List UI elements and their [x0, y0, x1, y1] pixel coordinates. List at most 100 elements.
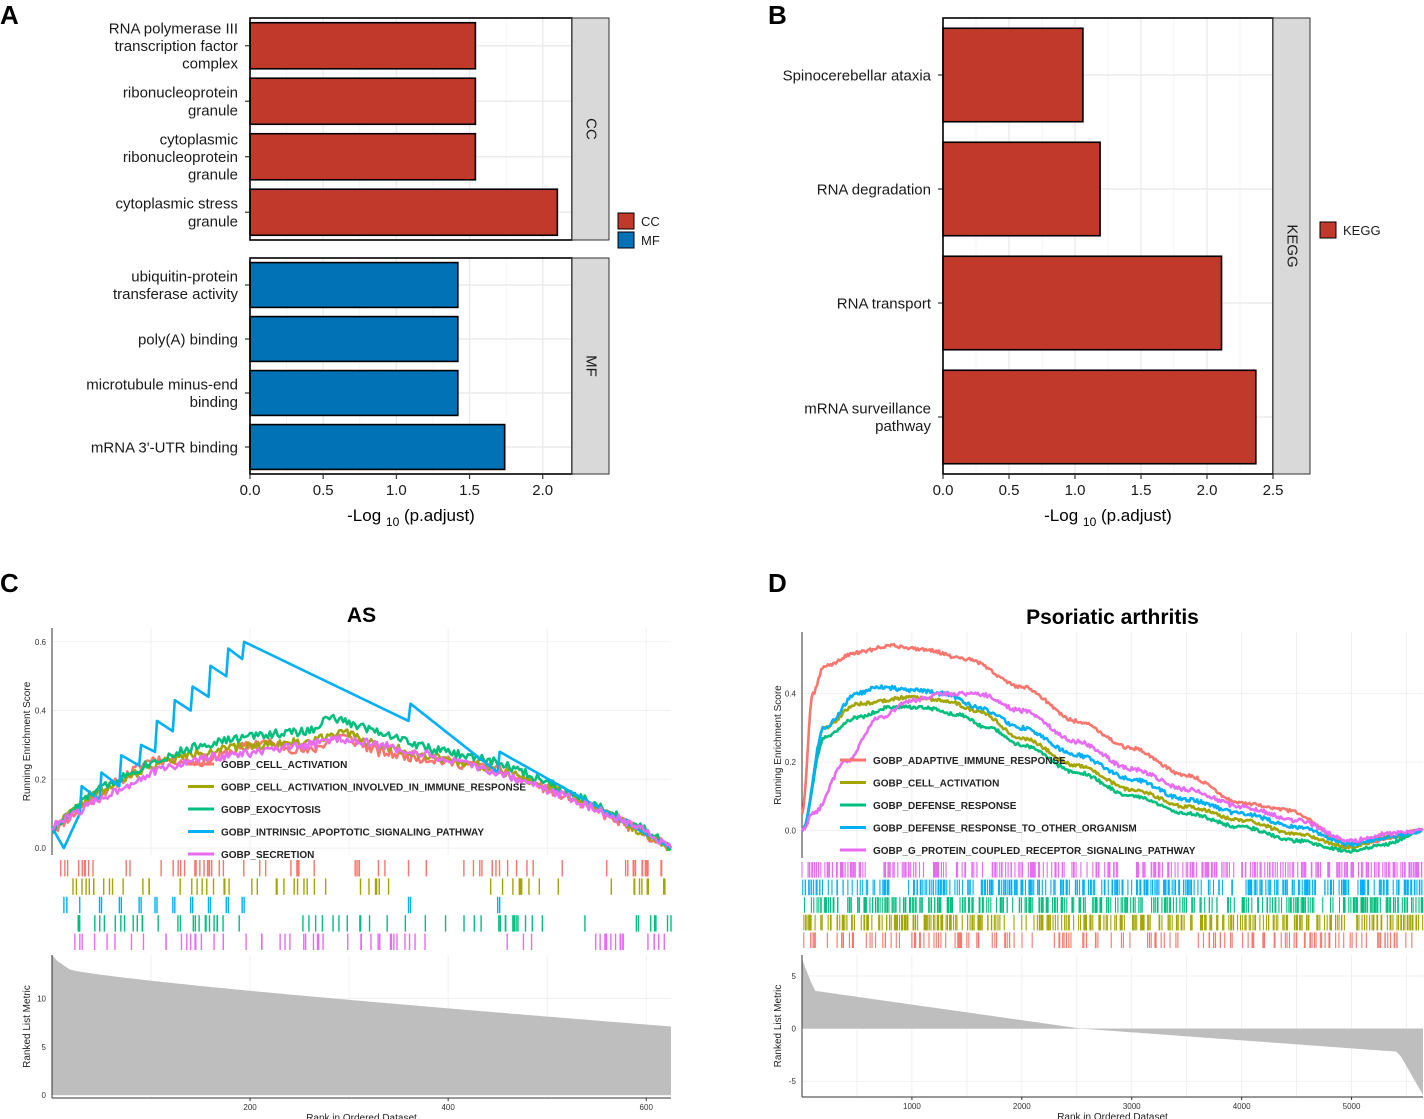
- legend: CC MF: [617, 212, 660, 249]
- ranked-metric-panel: -5 0 5 Ranked List Metric 1000 2000 3000 4000 50…: [773, 955, 1423, 1119]
- es-curve-gobp-adaptive-immune-response: [800, 642, 1424, 847]
- panel-letter-c: C: [0, 568, 19, 598]
- legend-label: GOBP_CELL_ACTIVATION: [221, 760, 347, 771]
- panel-a-go-bar-chart: RNA polymerase III transcription factor co…: [86, 17, 660, 529]
- x-axis-label: Rank in Ordered Dataset: [306, 1113, 417, 1119]
- es-curve-gobp-cell-activation: [800, 694, 1424, 850]
- facet-strip: [1272, 17, 1311, 475]
- category-label: Spinocerebellar ataxia: [783, 67, 932, 84]
- bar: [942, 255, 1223, 351]
- legend-label: CC: [641, 214, 660, 229]
- legend-swatch: [1319, 221, 1337, 239]
- panel-c-gsea-plot: AS 0.0 0.2 0.4 0.6 Running Enrichment Score GO…: [22, 604, 673, 1119]
- ranked-metric-panel: 0 5 10 Ranked List Metric 200 400 600 Rank in O…: [22, 955, 671, 1119]
- legend-label: GOBP_CELL_ACTIVATION_INVOLVED_IN_IMMUNE_…: [221, 783, 526, 794]
- bar: [249, 188, 559, 237]
- facet-strip: [571, 257, 610, 475]
- y-axis-label: Ranked List Metric: [22, 985, 33, 1068]
- category-label: RNA polymerase III transcription factor co…: [109, 20, 239, 72]
- x-axis-label: -Log 10 (p.adjust): [1044, 506, 1172, 529]
- es-curve-gobp-defense-response: [800, 704, 1424, 854]
- x-tick-label: 4000: [1233, 1102, 1251, 1111]
- y-tick-label: 0.0: [785, 827, 797, 836]
- y-tick-label: 0.2: [35, 775, 47, 784]
- ranked-metric-area: [802, 959, 1423, 1095]
- panel-letter-b: B: [768, 0, 787, 30]
- legend-swatch: [617, 212, 635, 230]
- y-axis-label: Running Enrichment Score: [22, 681, 33, 801]
- y-tick-label: 0.6: [35, 638, 47, 647]
- es-curve-gobp-defense-response-to-other-organism: [800, 684, 1424, 848]
- facet-strip-label: KEGG: [1284, 224, 1301, 267]
- facet-strip: [571, 17, 610, 241]
- y-tick-label: -5: [789, 1077, 797, 1086]
- bar: [249, 77, 477, 126]
- x-axis-label: Rank in Ordered Dataset: [1057, 1112, 1168, 1119]
- bar: [942, 369, 1257, 465]
- facet-strip-label: MF: [583, 355, 600, 377]
- x-tick-label: 5000: [1343, 1102, 1361, 1111]
- panel-b-kegg-bar-chart: Spinocerebellar ataxia RNA degradation RNA…: [783, 17, 1381, 529]
- facet-strip-label: CC: [583, 118, 600, 140]
- facet-mf: ubiquitin-protein transferase activity pol…: [86, 257, 610, 475]
- y-axis-label: Running Enrichment Score: [773, 685, 784, 805]
- y-tick-label: 0: [42, 1091, 47, 1100]
- category-label: RNA transport: [837, 295, 932, 312]
- gsea-title: Psoriatic arthritis: [1026, 606, 1199, 629]
- x-tick-label: 2.5: [1263, 482, 1284, 499]
- hit-ticks-panel: [60, 860, 672, 950]
- bar: [942, 27, 1084, 123]
- es-curve-gobp-g-protein-coupled-receptor-signaling-pathway: [800, 690, 1424, 844]
- category-label: poly(A) binding: [138, 331, 238, 348]
- x-tick-label: 0.5: [313, 482, 334, 499]
- bar: [942, 141, 1101, 237]
- y-tick-label: 5: [792, 972, 797, 981]
- y-tick-label: 0.0: [35, 844, 47, 853]
- x-tick-label: 2.0: [532, 482, 553, 499]
- bar: [249, 261, 459, 309]
- x-tick-label: 1000: [903, 1102, 921, 1111]
- legend-label: GOBP_G_PROTEIN_COUPLED_RECEPTOR_SIGNALIN…: [873, 846, 1196, 857]
- es-curve-gobp-secretion: [51, 734, 673, 849]
- legend-label: MF: [641, 233, 660, 248]
- category-label: ubiquitin-protein transferase activity: [113, 268, 239, 303]
- running-score-panel: 0.0 0.2 0.4 0.6 Running Enrichment Score GOBP…: [22, 628, 673, 861]
- bar: [249, 132, 477, 181]
- facet-cc: RNA polymerase III transcription factor co…: [109, 17, 610, 241]
- category-label: microtubule minus-end binding: [86, 376, 238, 411]
- y-tick-label: 0: [792, 1025, 797, 1034]
- x-tick-label: 0.0: [240, 482, 261, 499]
- bar: [249, 423, 506, 471]
- category-label: ribonucleoprotein granule: [123, 85, 238, 120]
- x-tick-label: 1.0: [386, 482, 407, 499]
- category-label: mRNA 3'-UTR binding: [91, 439, 238, 456]
- gsea-legend: GOBP_CELL_ACTIVATION GOBP_CELL_ACTIVATION…: [188, 760, 526, 861]
- legend-swatch: [617, 231, 635, 249]
- legend-label: GOBP_INTRINSIC_APOPTOTIC_SIGNALING_PATHW…: [221, 828, 484, 839]
- x-tick-label: 2.0: [1197, 482, 1218, 499]
- category-label: mRNA surveillance pathway: [804, 400, 931, 435]
- legend: KEGG: [1319, 221, 1381, 239]
- legend-label: GOBP_DEFENSE_RESPONSE: [873, 801, 1017, 812]
- x-tick-label: 2000: [1013, 1102, 1031, 1111]
- x-tick-label: 1.5: [459, 482, 480, 499]
- y-tick-label: 10: [37, 994, 46, 1003]
- y-tick-label: 0.4: [785, 690, 797, 699]
- x-tick-label: 1.5: [1131, 482, 1152, 499]
- bar: [249, 369, 459, 417]
- x-tick-label: 1.0: [1065, 482, 1086, 499]
- panel-letter-a: A: [0, 0, 19, 30]
- gsea-legend: GOBP_ADAPTIVE_IMMUNE_RESPONSE GOBP_CELL_A…: [840, 756, 1196, 857]
- legend-label: GOBP_DEFENSE_RESPONSE_TO_OTHER_ORGANISM: [873, 824, 1137, 835]
- panel-letter-d: D: [768, 568, 787, 598]
- y-tick-label: 5: [42, 1043, 47, 1052]
- category-label: RNA degradation: [817, 181, 931, 198]
- y-tick-label: 0.2: [785, 758, 797, 767]
- category-label: cytoplasmic stress granule: [115, 196, 238, 231]
- y-axis-label: Ranked List Metric: [773, 985, 784, 1068]
- x-tick-label: 0.0: [933, 482, 954, 499]
- legend-label: GOBP_ADAPTIVE_IMMUNE_RESPONSE: [873, 756, 1066, 767]
